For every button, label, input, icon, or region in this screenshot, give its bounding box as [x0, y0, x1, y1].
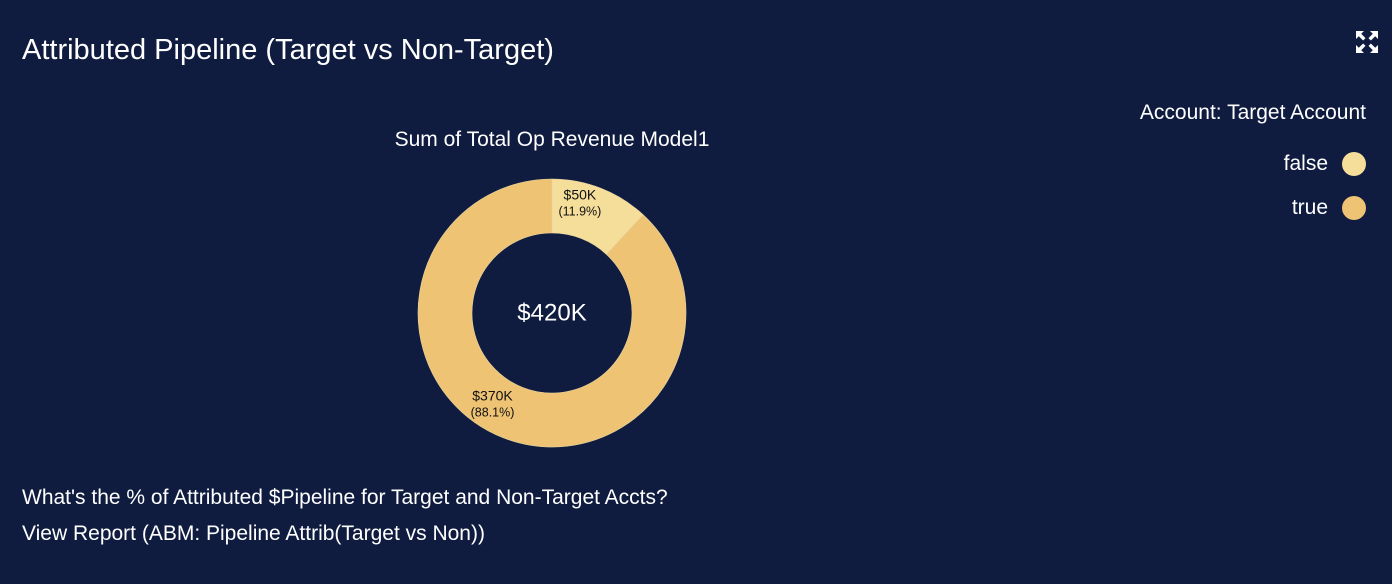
donut-center-total: $420K	[517, 300, 586, 327]
legend-label: true	[1291, 196, 1328, 219]
slice-value-label: $370K	[472, 388, 513, 404]
legend-swatch	[1342, 152, 1366, 176]
card-description: What's the % of Attributed $Pipeline for…	[22, 486, 668, 509]
card-title: Attributed Pipeline (Target vs Non-Targe…	[22, 34, 554, 66]
slice-value-label: $50K	[564, 187, 597, 203]
legend-title: Account: Target Account	[1139, 101, 1366, 124]
donut-chart: $50K (11.9%) $370K (88.1%) $420K	[417, 178, 687, 448]
legend-swatch	[1342, 196, 1366, 220]
slice-percent-label: (88.1%)	[471, 406, 515, 420]
legend-label: false	[1283, 152, 1328, 175]
donut-slice-true[interactable]	[417, 178, 687, 448]
slice-percent-label: (11.9%)	[558, 205, 601, 219]
legend-item-true[interactable]: true	[1292, 194, 1366, 222]
chart-title: Sum of Total Op Revenue Model1	[394, 128, 710, 151]
view-report-link[interactable]: View Report (ABM: Pipeline Attrib(Target…	[22, 522, 485, 545]
expand-icon-glyph	[1356, 31, 1378, 53]
legend-item-false[interactable]: false	[1284, 150, 1366, 178]
expand-icon[interactable]	[1354, 29, 1380, 55]
